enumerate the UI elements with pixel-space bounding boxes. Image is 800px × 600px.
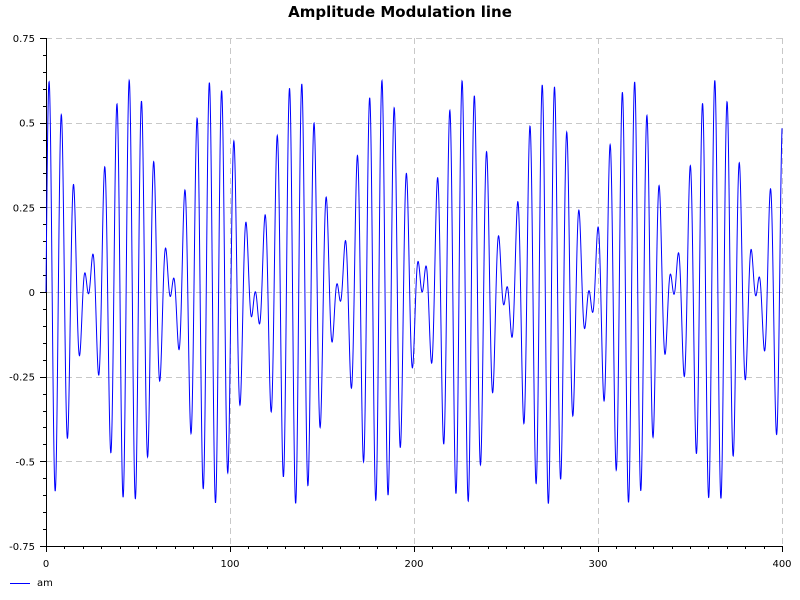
y-tick-label: 0.75 [13,34,35,45]
series-line-am [45,78,783,504]
y-tick-label: -0.25 [9,373,35,384]
legend-label-am: am [37,577,53,589]
x-tick-label: 200 [404,559,423,570]
x-tick-label: 0 [43,559,49,570]
chart-title: Amplitude Modulation line [288,3,512,21]
legend-swatch-am [10,582,30,584]
y-tick-label: -0.75 [9,542,35,553]
x-tick-label: 400 [772,559,791,570]
y-tick-label: 0 [29,288,35,299]
tick-labels: 0 100 200 300 400 0.75 0.5 0.25 0 -0.25 -0.5 -0.75 [9,34,791,570]
y-tick-label: 0.5 [19,119,35,130]
y-tick-label: -0.5 [15,457,35,468]
x-tick-label: 300 [588,559,607,570]
series-layer [45,78,783,504]
x-tick-label: 100 [220,559,239,570]
axes [40,38,783,552]
legend: am [10,576,53,590]
y-tick-label: 0.25 [13,203,35,214]
